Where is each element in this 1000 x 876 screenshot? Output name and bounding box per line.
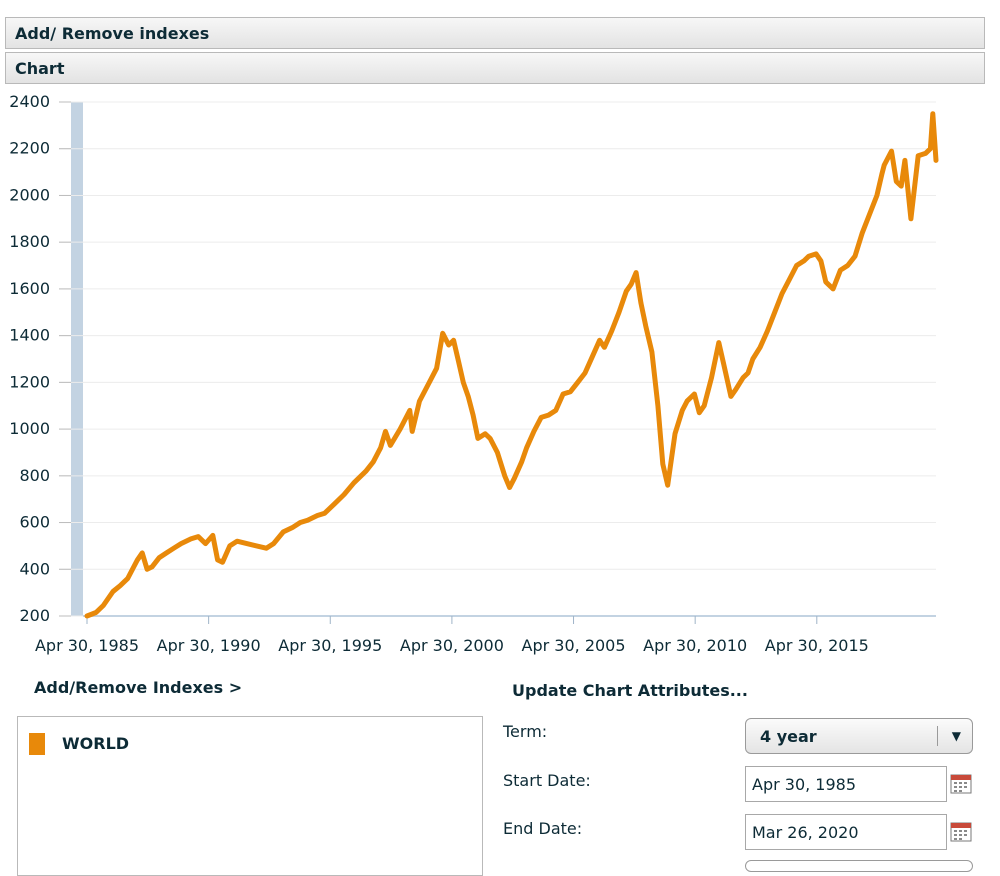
end-date-input[interactable]: Mar 26, 2020 [745,814,947,850]
chart-header[interactable]: Chart [5,52,985,84]
x-tick-label: Apr 30, 1995 [278,636,382,655]
x-tick-label: Apr 30, 2015 [765,636,869,655]
line-chart: 200 400 600 800 1000 1200 1400 1600 1800 2000 2200… [0,86,1000,666]
term-select[interactable]: 4 year ▼ [745,718,973,754]
y-tick-label: 1400 [9,326,50,345]
y-tick-label: 1200 [9,372,50,391]
y-tick-label: 200 [19,606,50,625]
y-tick-label: 1600 [9,279,50,298]
calendar-icon[interactable] [950,822,972,842]
chart-svg: 200 400 600 800 1000 1200 1400 1600 1800 2000 2200… [9,92,939,655]
y-tick-label: 2400 [9,92,50,111]
add-remove-indexes-header[interactable]: Add/ Remove indexes [5,17,985,49]
add-remove-indexes-title: Add/ Remove indexes [15,24,210,43]
secondary-select[interactable] [745,860,973,872]
chart-section-title: Chart [15,59,65,78]
term-label: Term: [503,722,548,741]
series-line-world [84,111,939,619]
end-date-label: End Date: [503,819,583,838]
y-tick-label: 1800 [9,232,50,251]
y-tick-label: 800 [19,466,50,485]
y-tick-label: 1000 [9,419,50,438]
x-tick-label: Apr 30, 2000 [400,636,504,655]
term-selected-value: 4 year [760,727,817,746]
y-tick-label: 2000 [9,185,50,204]
y-tick-label: 600 [19,513,50,532]
calendar-icon[interactable] [950,774,972,794]
y-tick-label: 2200 [9,139,50,158]
start-date-input[interactable]: Apr 30, 1985 [745,766,947,802]
x-tick-label: Apr 30, 1985 [35,636,139,655]
x-tick-label: Apr 30, 1990 [157,636,261,655]
update-chart-attributes-link[interactable]: Update Chart Attributes... [512,681,748,700]
index-legend: WORLD [17,716,483,876]
add-remove-indexes-link[interactable]: Add/Remove Indexes > [34,678,243,697]
y-axis-band [71,102,83,616]
chevron-down-icon[interactable]: ▼ [951,729,961,743]
select-divider [937,726,938,746]
start-date-label: Start Date: [503,771,591,790]
x-tick-label: Apr 30, 2010 [643,636,747,655]
y-tick-label: 400 [19,559,50,578]
legend-color-swatch [29,733,45,755]
x-tick-label: Apr 30, 2005 [522,636,626,655]
legend-label-world: WORLD [62,734,130,753]
